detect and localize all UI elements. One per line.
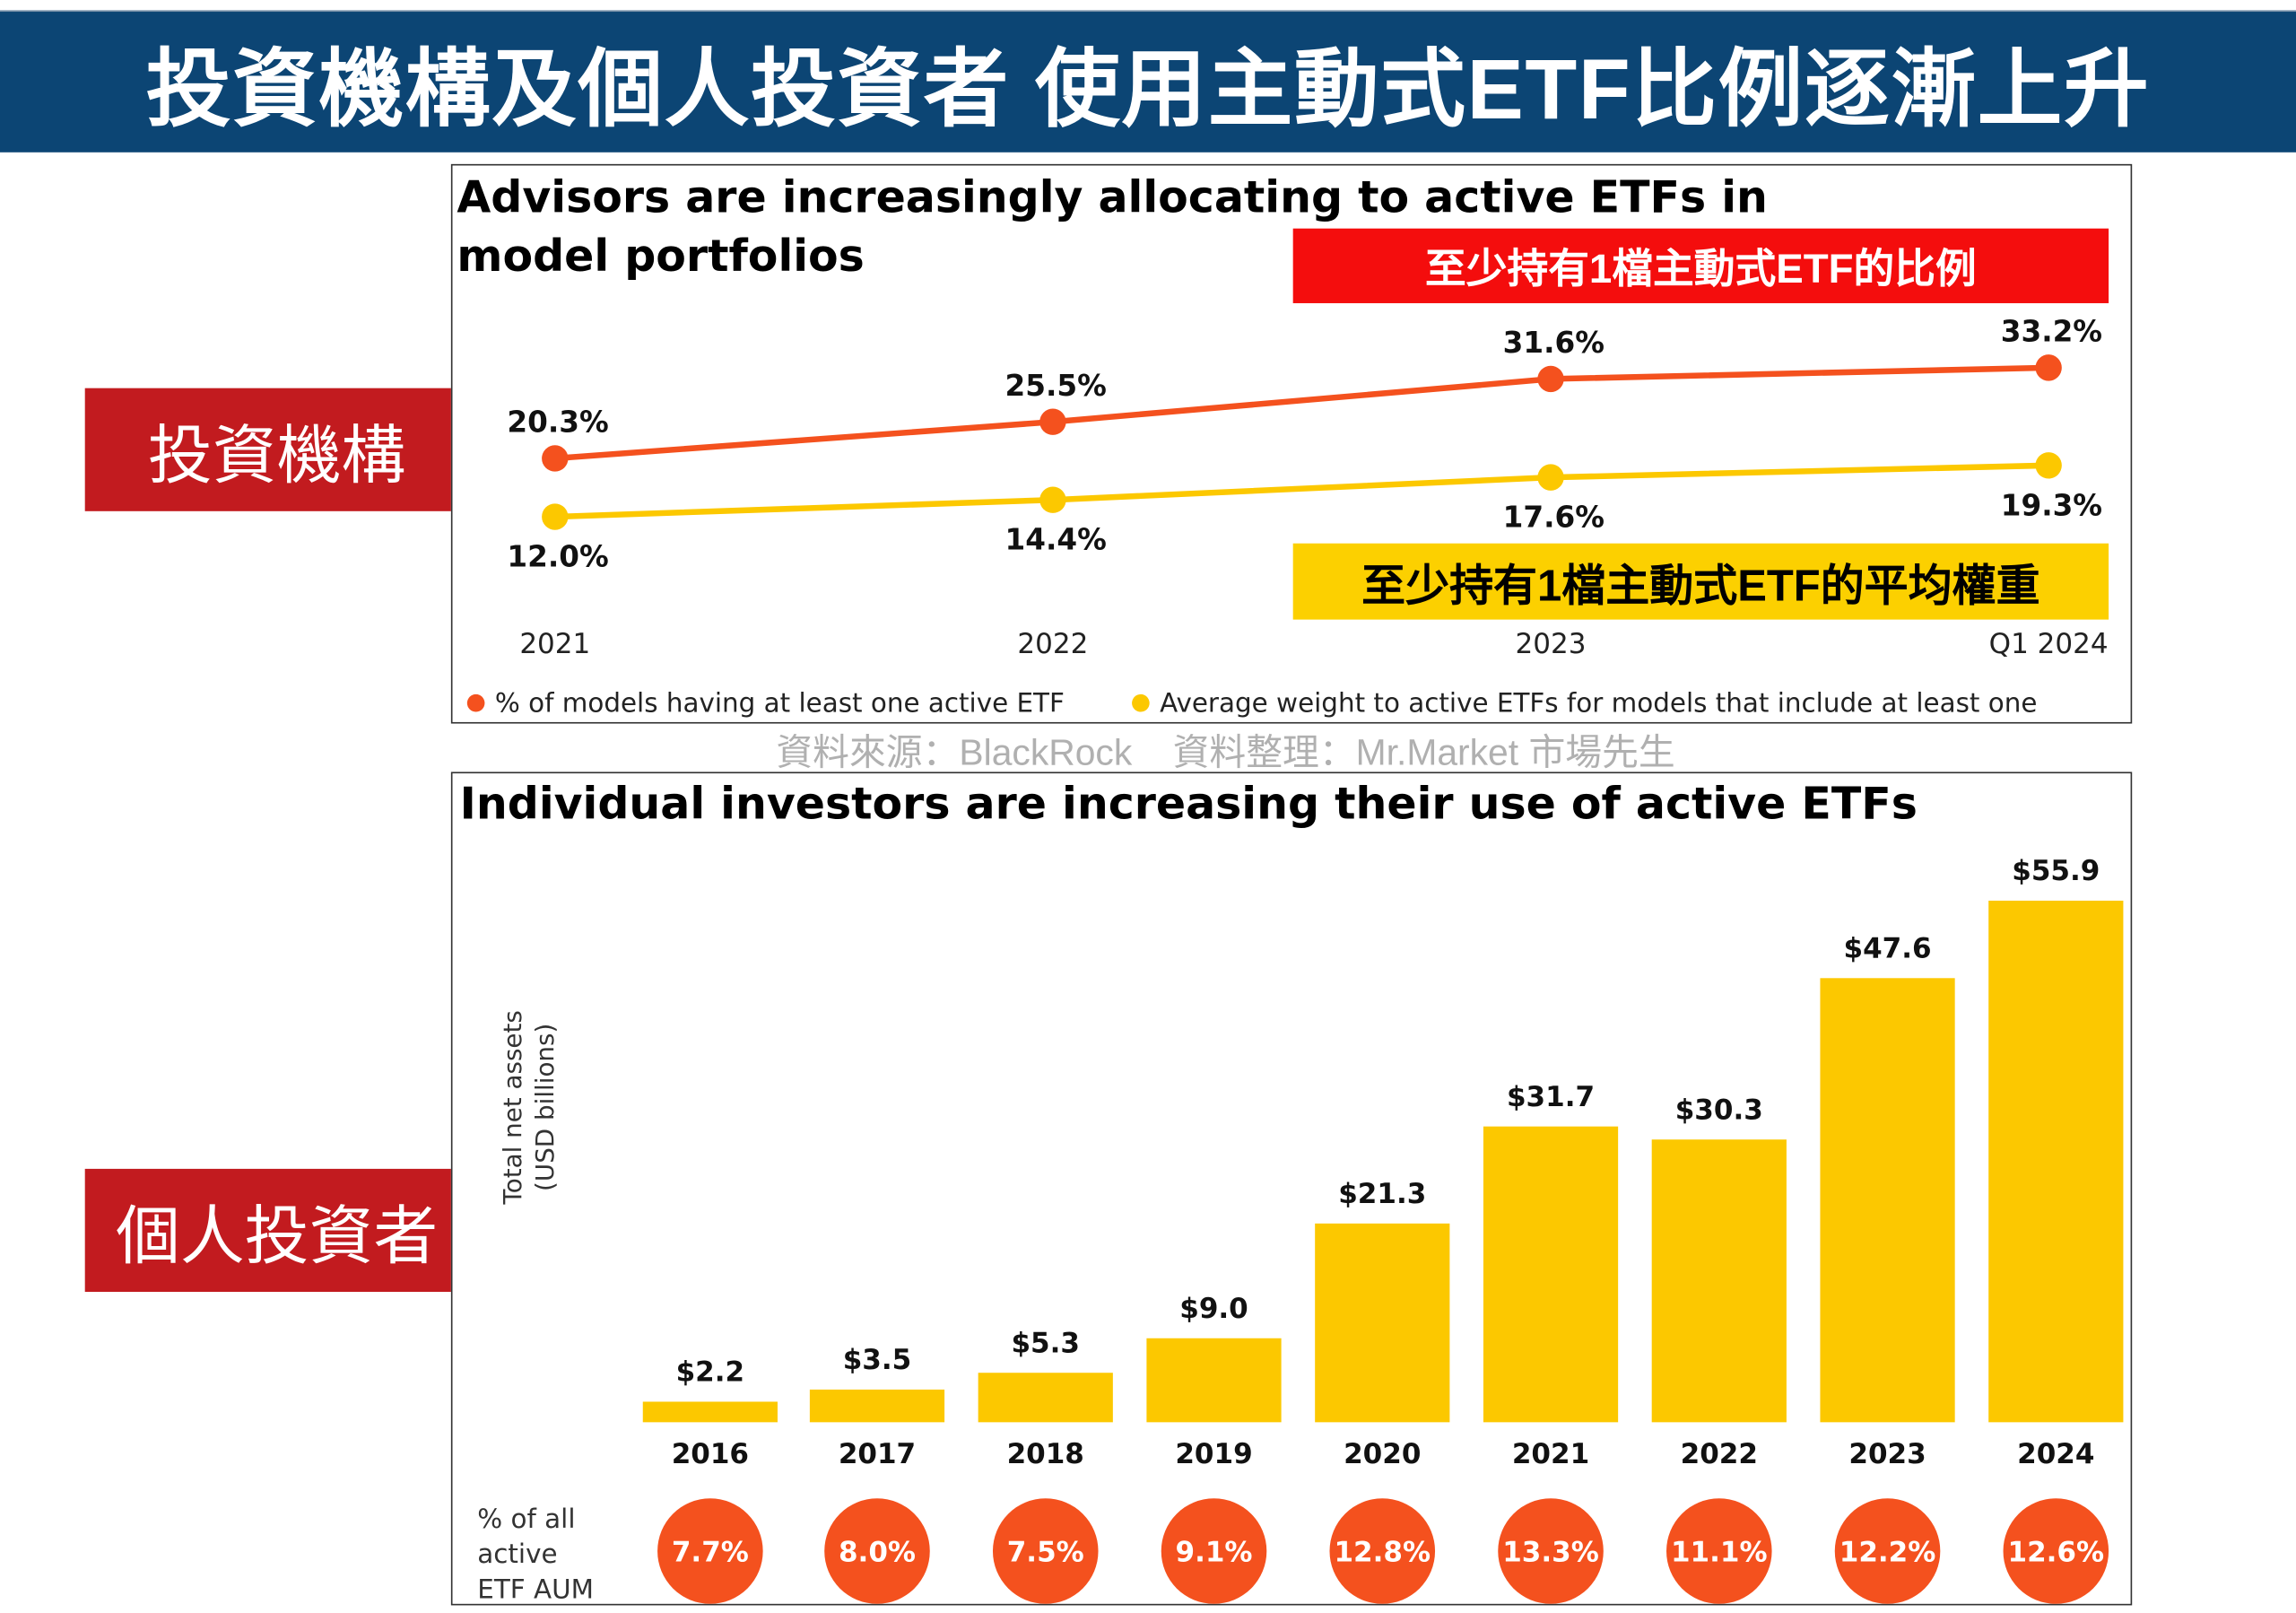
series-line-yellow bbox=[554, 462, 2049, 520]
data-point bbox=[542, 445, 569, 472]
data-point bbox=[1039, 408, 1066, 435]
share-circle bbox=[1834, 1498, 1941, 1604]
bar bbox=[1483, 1126, 1619, 1423]
share-value-label: 7.5% bbox=[1007, 1536, 1084, 1568]
red-series-annotation: 至少持有1檔主動式ETF的比例 bbox=[1292, 228, 2109, 303]
share-row-label: active bbox=[477, 1539, 557, 1569]
share-circle bbox=[1498, 1498, 1604, 1604]
y-axis-label: Total net assets (USD billions) bbox=[498, 1010, 560, 1205]
data-point bbox=[542, 503, 569, 530]
x-tick-label: 2016 bbox=[672, 1438, 749, 1470]
bar bbox=[1820, 978, 1955, 1423]
x-tick-label: 2021 bbox=[519, 628, 590, 660]
x-tick-label: 2024 bbox=[2017, 1438, 2094, 1470]
x-tick-label: Q1 2024 bbox=[1989, 628, 2109, 660]
data-label: 31.6% bbox=[1503, 326, 1605, 360]
share-circle bbox=[1161, 1498, 1267, 1604]
data-point bbox=[2035, 452, 2062, 479]
bar-value-label: $55.9 bbox=[2012, 855, 2100, 887]
data-point bbox=[2035, 354, 2062, 381]
bar bbox=[1315, 1223, 1450, 1423]
data-label: 19.3% bbox=[2001, 488, 2102, 522]
bar-value-label: $2.2 bbox=[676, 1356, 745, 1389]
share-circle bbox=[2003, 1498, 2109, 1604]
data-label: 14.4% bbox=[1005, 523, 1107, 557]
data-point bbox=[1537, 464, 1564, 491]
legend-label: Average weight to active ETFs for models… bbox=[1160, 687, 2037, 718]
bar bbox=[1651, 1139, 1787, 1423]
share-row-label: ETF AUM bbox=[477, 1574, 594, 1604]
x-tick-label: 2022 bbox=[1681, 1438, 1758, 1470]
data-label: 25.5% bbox=[1005, 369, 1107, 403]
x-tick-label: 2018 bbox=[1007, 1438, 1084, 1470]
bar-value-label: $30.3 bbox=[1675, 1094, 1763, 1126]
share-value-label: 11.1% bbox=[1671, 1536, 1768, 1568]
share-value-label: 13.3% bbox=[1502, 1536, 1599, 1568]
share-value-label: 8.0% bbox=[839, 1536, 916, 1568]
x-tick-label: 2017 bbox=[839, 1438, 916, 1470]
bar-value-label: $47.6 bbox=[1843, 932, 1931, 964]
x-tick-label: 2021 bbox=[1512, 1438, 1589, 1470]
bar bbox=[642, 1401, 778, 1423]
advisors-chart-title: Advisors are increasingly allocating to … bbox=[457, 172, 1768, 283]
label-institutions: 投資機構 bbox=[84, 388, 469, 511]
bar-value-label: $3.5 bbox=[843, 1344, 912, 1376]
bar bbox=[809, 1389, 945, 1423]
x-tick-label: 2020 bbox=[1344, 1438, 1421, 1470]
page-title: 投資機構及個人投資者 使用主動式ETF比例逐漸上升 bbox=[0, 10, 2296, 153]
x-tick-label: 2023 bbox=[1848, 1438, 1926, 1470]
bar-value-label: $31.7 bbox=[1507, 1081, 1595, 1113]
individuals-chart-panel: Individual investors are increasing thei… bbox=[450, 772, 2133, 1606]
label-individuals: 個人投資者 bbox=[84, 1168, 469, 1293]
legend-marker-red bbox=[466, 693, 485, 712]
share-circle bbox=[1666, 1498, 1772, 1604]
bar-value-label: $9.0 bbox=[1179, 1293, 1248, 1325]
bar-value-label: $5.3 bbox=[1011, 1327, 1080, 1359]
bar bbox=[1146, 1338, 1282, 1423]
data-label: 33.2% bbox=[2001, 314, 2102, 348]
data-point bbox=[1039, 486, 1066, 513]
share-row-label: % of all bbox=[477, 1504, 575, 1534]
x-tick-label: 2019 bbox=[1175, 1438, 1252, 1470]
share-circle bbox=[657, 1498, 763, 1604]
data-point bbox=[1537, 365, 1564, 393]
data-label: 17.6% bbox=[1503, 501, 1605, 535]
individuals-chart-title: Individual investors are increasing thei… bbox=[459, 779, 1918, 831]
bar-value-label: $21.3 bbox=[1338, 1178, 1426, 1210]
share-value-label: 12.6% bbox=[2008, 1536, 2105, 1568]
source-note: 資料來源：BlackRock 資料整理：Mr.Market 市場先生 bbox=[776, 732, 1675, 774]
share-circle bbox=[1329, 1498, 1436, 1604]
bar bbox=[978, 1373, 1113, 1423]
series-line-red bbox=[554, 364, 2049, 462]
yellow-series-annotation: 至少持有1檔主動式ETF的平均權重 bbox=[1292, 543, 2109, 620]
data-label: 12.0% bbox=[507, 540, 608, 574]
x-tick-label: 2022 bbox=[1017, 628, 1088, 660]
share-circle bbox=[824, 1498, 930, 1604]
line-chart: 2021 2022 2023 Q1 2024 20.3% 25.5% 31.6% 33.2% 1… bbox=[466, 314, 2109, 718]
bar bbox=[1988, 900, 2124, 1423]
data-label: 20.3% bbox=[507, 405, 608, 440]
advisors-chart-panel: Advisors are increasingly allocating to … bbox=[450, 163, 2133, 724]
x-tick-label: 2023 bbox=[1516, 628, 1587, 660]
share-value-label: 7.7% bbox=[672, 1536, 749, 1568]
share-value-label: 12.2% bbox=[1839, 1536, 1936, 1568]
share-circle bbox=[992, 1498, 1099, 1604]
share-value-label: 9.1% bbox=[1175, 1536, 1252, 1568]
legend-marker-yellow bbox=[1132, 693, 1150, 712]
share-value-label: 12.8% bbox=[1334, 1536, 1431, 1568]
legend-label: % of models having at least one active E… bbox=[495, 687, 1065, 718]
